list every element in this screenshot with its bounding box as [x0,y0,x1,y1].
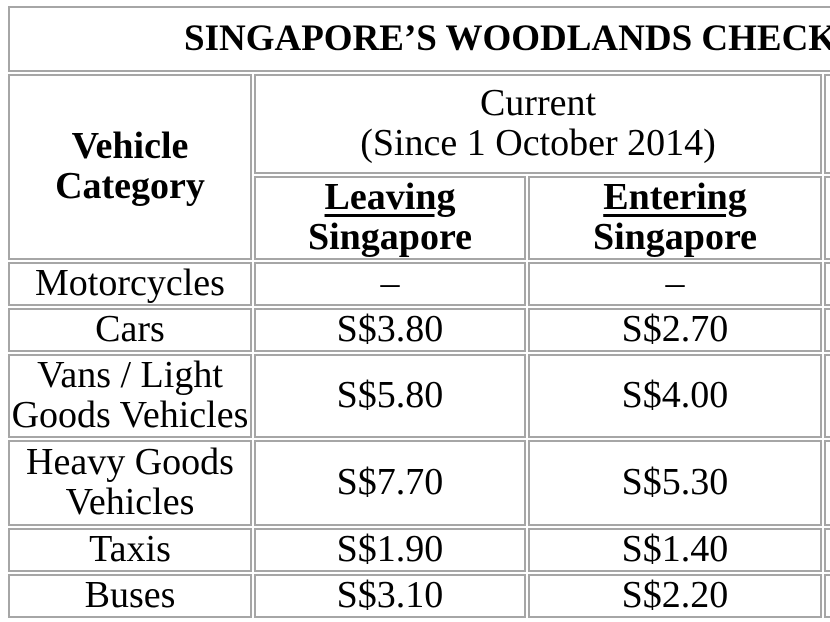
leaving-toll-cell: S$7.70 [254,440,526,526]
leaving-toll-cell: S$1.90 [254,528,526,572]
table-header-row-directions: Leaving Singapore Entering Singapore [8,176,830,260]
table-row: Taxis S$1.90 S$1.40 [8,528,830,572]
leaving-toll-cell: S$5.80 [254,354,526,438]
category-cell: Motorcycles [8,262,252,306]
vehicle-category-header: Vehicle Category [8,74,252,260]
category-cell: Cars [8,308,252,352]
table-row: Motorcycles – – [8,262,830,306]
table-header-row-group: Vehicle Category Current (Since 1 Octobe… [8,74,830,260]
truncated-column-cell [824,574,830,618]
entering-toll-cell: S$2.70 [528,308,822,352]
entering-label: Entering [603,176,747,219]
table-title: SINGAPORE’S WOODLANDS CHECKP [8,6,830,72]
category-cell: Buses [8,574,252,618]
category-cell: Heavy Goods Vehicles [8,440,252,526]
truncated-column-cell [824,354,830,438]
truncated-column-cell [824,262,830,306]
leaving-toll-cell: – [254,262,526,306]
table-row: Cars S$3.80 S$2.70 [8,308,830,352]
leaving-singapore-header: Leaving Singapore [254,176,526,260]
truncated-column-cell [824,528,830,572]
current-period-header: Current (Since 1 October 2014) [254,74,822,174]
truncated-column-cell [824,308,830,352]
leaving-label: Leaving [324,176,456,219]
table-row: Heavy Goods Vehicles S$7.70 S$5.30 [8,440,830,526]
entering-toll-cell: S$5.30 [528,440,822,526]
truncated-column-cell [824,176,830,260]
table-row: Vans / Light Goods Vehicles S$5.80 S$4.0… [8,354,830,438]
table-title-row: SINGAPORE’S WOODLANDS CHECKP [8,6,830,72]
category-cell: Vans / Light Goods Vehicles [8,354,252,438]
entering-singapore-header: Entering Singapore [528,176,822,260]
toll-table: SINGAPORE’S WOODLANDS CHECKP Vehicle Cat… [6,4,830,620]
table-row: Buses S$3.10 S$2.20 [8,574,830,618]
entering-sublabel: Singapore [592,216,757,258]
leaving-toll-cell: S$3.10 [254,574,526,618]
entering-toll-cell: S$2.20 [528,574,822,618]
leaving-sublabel: Singapore [307,216,472,258]
truncated-column-cell [824,74,830,174]
entering-toll-cell: S$4.00 [528,354,822,438]
leaving-toll-cell: S$3.80 [254,308,526,352]
entering-toll-cell: S$1.40 [528,528,822,572]
category-cell: Taxis [8,528,252,572]
truncated-column-cell [824,440,830,526]
entering-toll-cell: – [528,262,822,306]
